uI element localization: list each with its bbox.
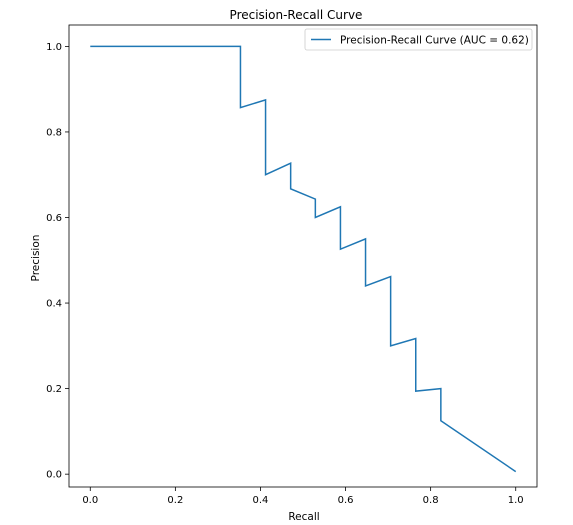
plot-area: 0.0 0.2 0.4 0.6 0.8 1.0 0.0 0.2 0.4 0.6 0.8 1.0 xyxy=(46,24,538,506)
series-lines xyxy=(90,45,517,473)
chart-title: Precision-Recall Curve xyxy=(230,8,363,22)
x-tick-label: 0.0 xyxy=(82,495,98,506)
y-tick-label: 1.0 xyxy=(46,42,62,53)
plot-frame xyxy=(68,24,538,488)
y-tick-label: 0.4 xyxy=(46,299,62,310)
y-tick-label: 0.2 xyxy=(46,384,62,395)
legend: Precision-Recall Curve (AUC = 0.62) xyxy=(304,28,533,51)
series-line-0 xyxy=(90,45,517,473)
x-tick-label: 0.4 xyxy=(253,495,269,506)
y-axis-ticks: 0.0 0.2 0.4 0.6 0.8 1.0 xyxy=(46,42,69,481)
y-axis-label: Precision xyxy=(30,235,42,282)
legend-box xyxy=(304,28,533,51)
y-tick-label: 0.8 xyxy=(46,127,62,138)
x-tick-label: 0.8 xyxy=(423,495,439,506)
y-tick-label: 0.0 xyxy=(46,470,62,481)
legend-label: Precision-Recall Curve (AUC = 0.62) xyxy=(340,35,529,47)
x-tick-label: 1.0 xyxy=(508,495,524,506)
x-tick-label: 0.2 xyxy=(167,495,183,506)
y-tick-label: 0.6 xyxy=(46,213,62,224)
x-tick-label: 0.6 xyxy=(338,495,354,506)
x-axis-ticks: 0.0 0.2 0.4 0.6 0.8 1.0 xyxy=(82,487,524,506)
x-axis-label: Recall xyxy=(288,511,319,523)
